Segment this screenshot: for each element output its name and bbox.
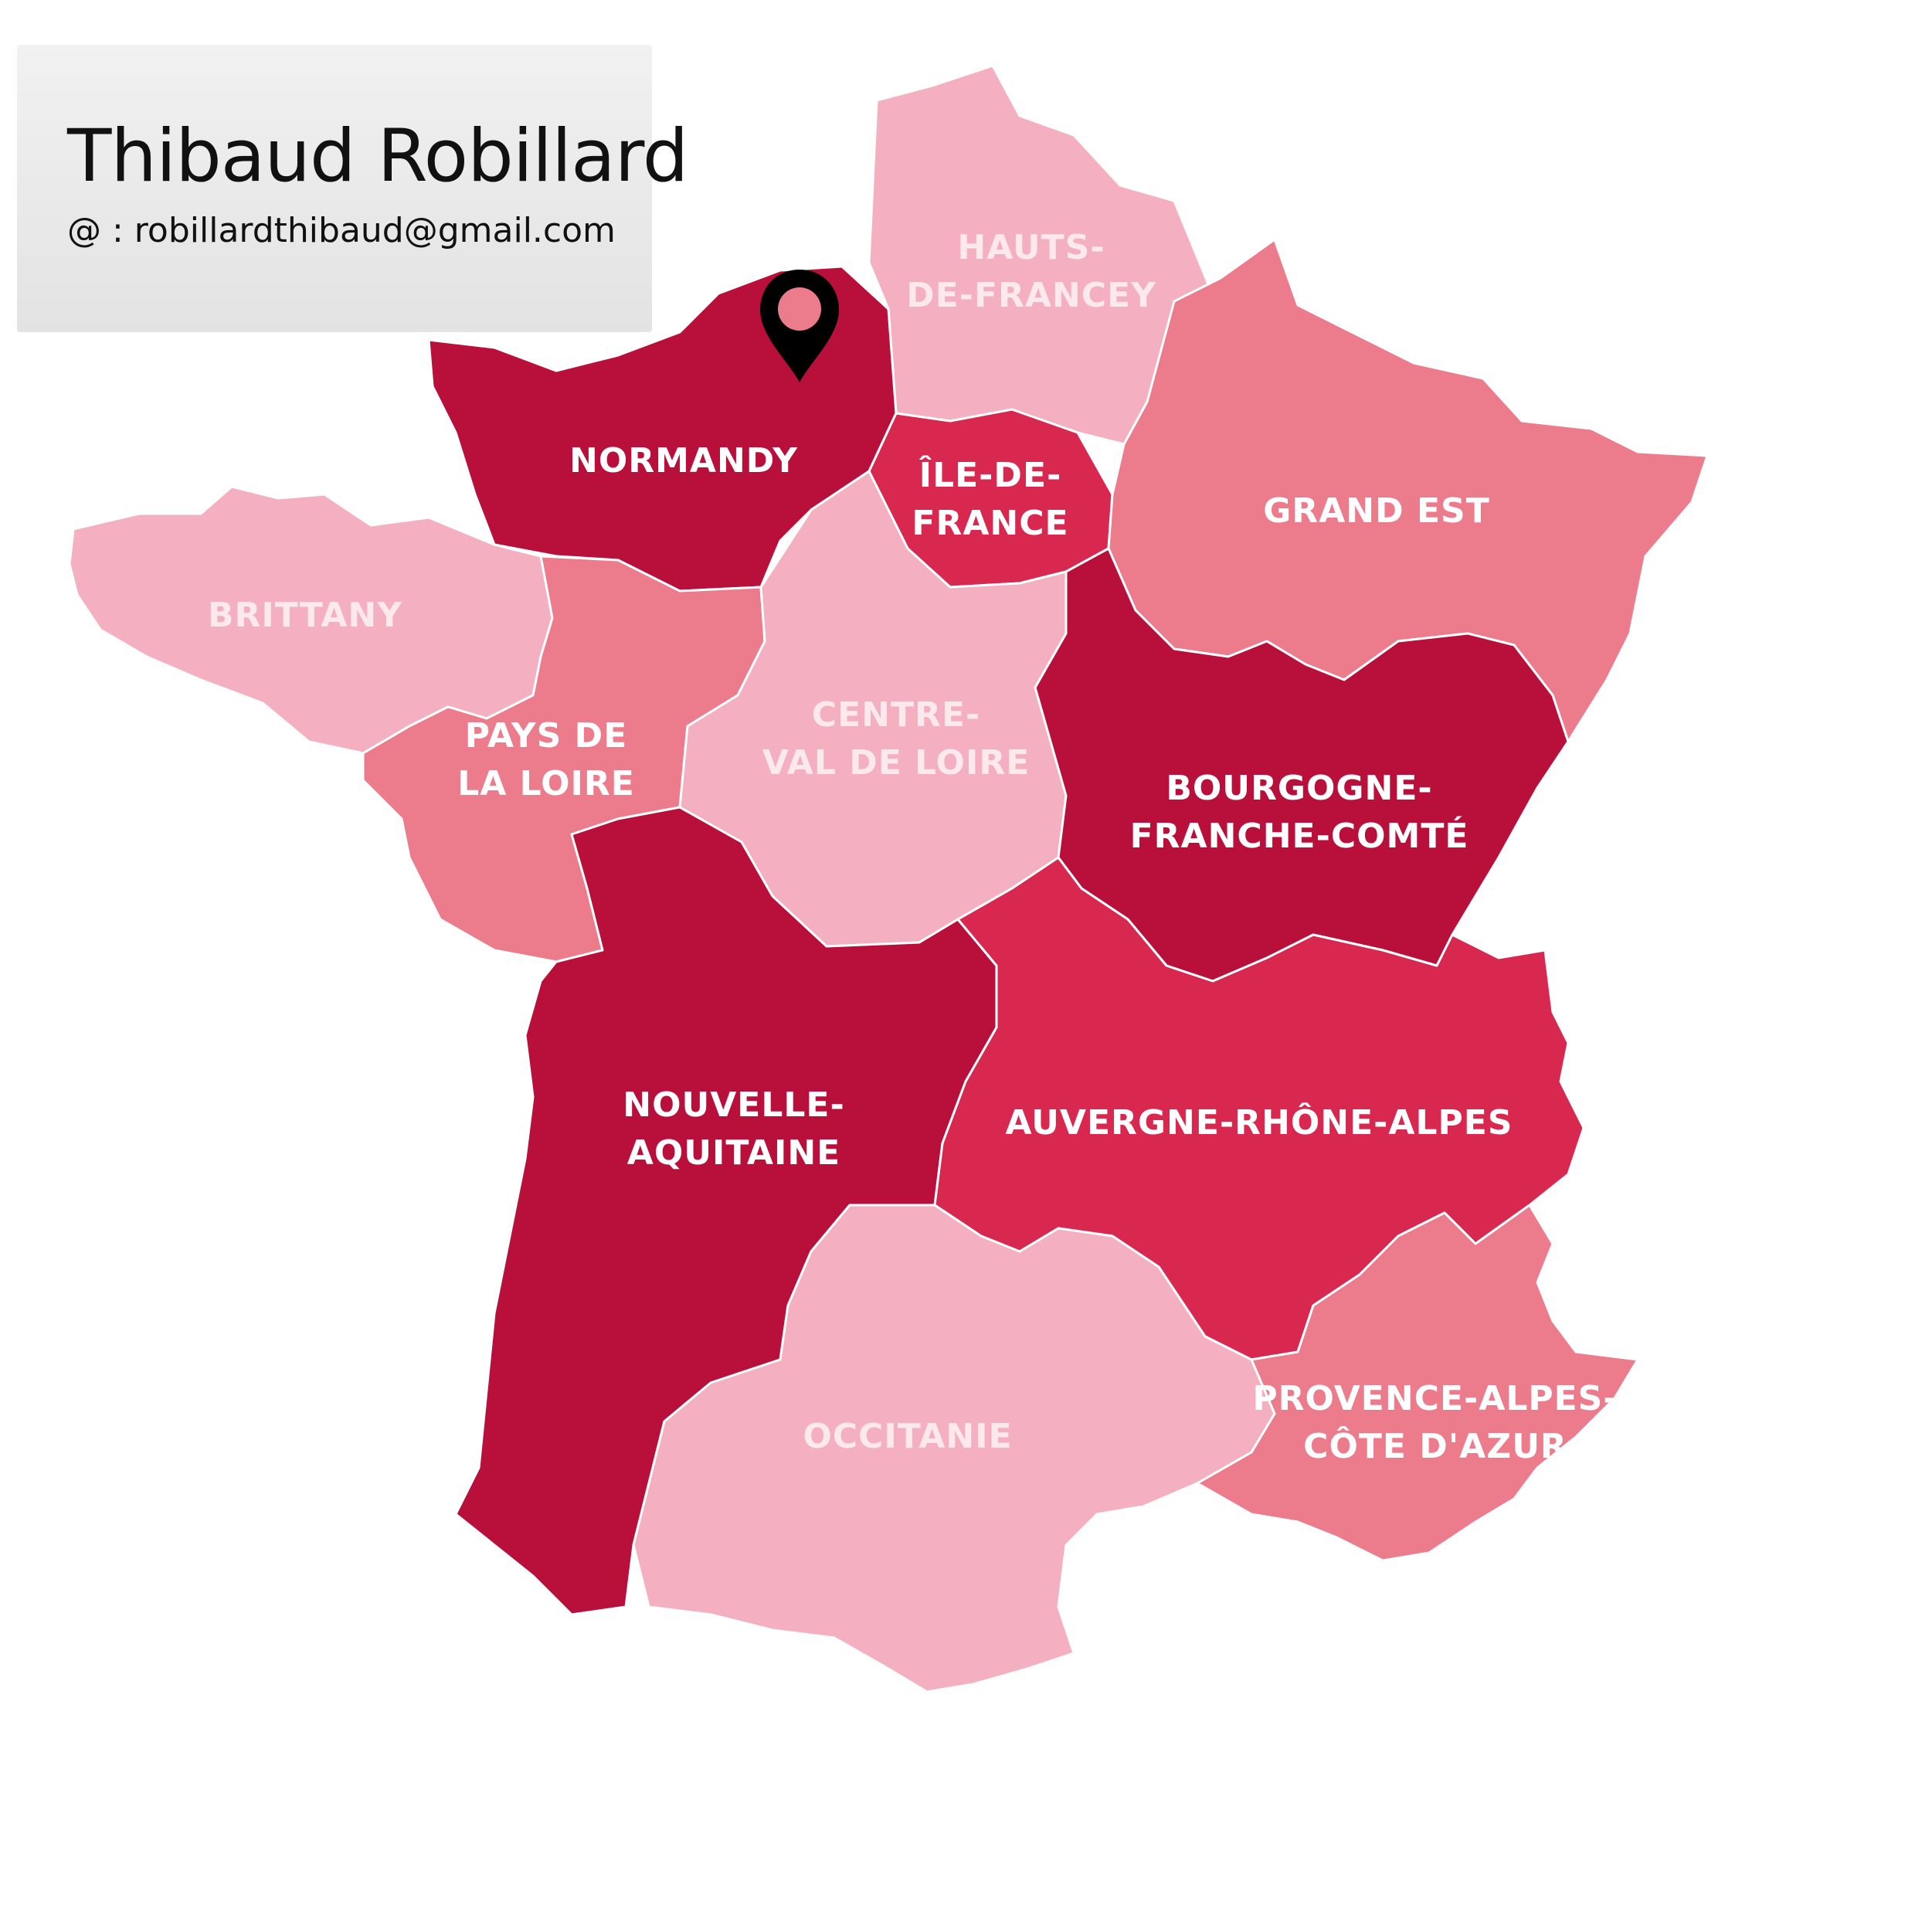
- region-label-centre-val-de-loire: CENTRE-: [812, 695, 980, 735]
- region-label-brittany: BRITTANY: [208, 596, 402, 635]
- region-label-auvergne-rhone-alpes: AUVERGNE-RHÔNE-ALPES: [1005, 1102, 1513, 1143]
- region-label-occitanie: OCCITANIE: [803, 1417, 1012, 1456]
- region-label-pays-de-la-loire: LA LOIRE: [457, 764, 635, 803]
- region-label-provence-alpes-cote-dazur: PROVENCE-ALPES-: [1252, 1379, 1618, 1418]
- author-email[interactable]: @ : robillardthibaud@gmail.com: [67, 211, 616, 250]
- region-provence-alpes-cote-dazur[interactable]: [1196, 1204, 1639, 1562]
- region-label-centre-val-de-loire: VAL DE LOIRE: [762, 743, 1031, 783]
- region-label-nouvelle-aquitaine: NOUVELLE-: [623, 1085, 844, 1125]
- region-label-hauts-de-france: HAUTS-: [957, 228, 1105, 267]
- author-name: Thibaud Robillard: [67, 114, 688, 199]
- region-label-bourgogne-franche-comte: FRANCHE-COMTÉ: [1130, 815, 1469, 856]
- region-label-ile-de-france: ÎLE-DE-: [919, 454, 1062, 495]
- region-label-ile-de-france: FRANCE: [912, 504, 1068, 543]
- location-pin-icon[interactable]: [757, 267, 842, 386]
- region-label-normandy: NORMANDY: [569, 441, 798, 480]
- region-bourgogne-franche-comte[interactable]: [1034, 547, 1570, 983]
- region-label-hauts-de-france: DE-FRANCEY: [906, 276, 1156, 315]
- region-label-pays-de-la-loire: PAYS DE: [465, 716, 628, 756]
- region-label-bourgogne-franche-comte: BOURGOGNE-: [1166, 769, 1432, 808]
- region-occitanie[interactable]: [632, 1204, 1276, 1693]
- region-label-provence-alpes-cote-dazur: CÔTE D'AZUR: [1303, 1425, 1567, 1466]
- region-label-grand-est: GRAND EST: [1263, 491, 1489, 531]
- region-label-nouvelle-aquitaine: AQUITAINE: [627, 1133, 840, 1173]
- contact-card: Thibaud Robillard @ : robillardthibaud@g…: [17, 45, 688, 332]
